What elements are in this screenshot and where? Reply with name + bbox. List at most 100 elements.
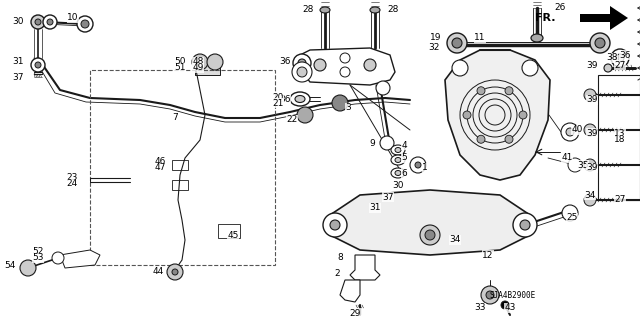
Text: 40: 40 <box>572 125 582 135</box>
Circle shape <box>590 33 610 53</box>
Circle shape <box>452 60 468 76</box>
Circle shape <box>35 19 41 25</box>
Text: 41: 41 <box>561 153 573 162</box>
Polygon shape <box>350 255 380 280</box>
Circle shape <box>20 260 36 276</box>
Circle shape <box>376 81 390 95</box>
Text: 30: 30 <box>392 181 404 189</box>
Text: 26: 26 <box>554 3 566 11</box>
Ellipse shape <box>391 145 405 155</box>
Text: 54: 54 <box>4 261 16 270</box>
Text: 39: 39 <box>586 164 598 173</box>
Circle shape <box>207 54 223 70</box>
Circle shape <box>31 15 45 29</box>
Circle shape <box>340 53 350 63</box>
Circle shape <box>477 87 485 95</box>
Text: 25: 25 <box>566 213 578 222</box>
Circle shape <box>501 301 509 309</box>
Circle shape <box>477 135 485 143</box>
Circle shape <box>192 54 208 70</box>
Polygon shape <box>302 48 395 85</box>
Text: 46: 46 <box>154 158 166 167</box>
Text: 24: 24 <box>67 180 77 189</box>
Text: 27: 27 <box>614 61 626 70</box>
Circle shape <box>314 59 326 71</box>
Circle shape <box>505 87 513 95</box>
Text: 37: 37 <box>12 73 24 83</box>
Text: 49: 49 <box>192 63 204 72</box>
Circle shape <box>297 107 313 123</box>
Text: 12: 12 <box>483 250 493 259</box>
Text: 2: 2 <box>334 269 340 278</box>
Ellipse shape <box>391 155 405 165</box>
Circle shape <box>340 67 350 77</box>
Circle shape <box>584 194 596 206</box>
Text: 23: 23 <box>67 174 77 182</box>
Polygon shape <box>445 50 550 180</box>
Ellipse shape <box>295 95 305 102</box>
Text: 29: 29 <box>349 308 361 317</box>
Circle shape <box>519 111 527 119</box>
Text: 50: 50 <box>174 57 186 66</box>
Circle shape <box>611 49 629 67</box>
Circle shape <box>297 67 307 77</box>
Circle shape <box>172 269 178 275</box>
Text: 22: 22 <box>286 115 298 124</box>
Text: 4: 4 <box>401 140 407 150</box>
Bar <box>218 224 240 238</box>
Text: 47: 47 <box>154 164 166 173</box>
Text: 11: 11 <box>474 33 486 42</box>
Circle shape <box>584 159 596 171</box>
Polygon shape <box>340 280 360 302</box>
Text: 28: 28 <box>387 5 399 14</box>
Text: 38: 38 <box>606 54 618 63</box>
Text: 9: 9 <box>369 138 375 147</box>
Circle shape <box>452 38 462 48</box>
Text: 32: 32 <box>428 43 440 53</box>
Ellipse shape <box>395 147 401 152</box>
Circle shape <box>31 58 45 72</box>
Text: 21: 21 <box>272 99 284 108</box>
Circle shape <box>420 225 440 245</box>
Circle shape <box>298 59 306 67</box>
Text: 35: 35 <box>577 160 589 169</box>
Circle shape <box>561 123 579 141</box>
Circle shape <box>77 16 93 32</box>
Circle shape <box>447 33 467 53</box>
Text: 28: 28 <box>302 5 314 14</box>
Circle shape <box>43 15 57 29</box>
Circle shape <box>522 60 538 76</box>
Text: 6: 6 <box>401 168 407 177</box>
Circle shape <box>52 252 64 264</box>
Text: 51: 51 <box>174 63 186 72</box>
Text: 10: 10 <box>67 13 79 23</box>
Circle shape <box>481 286 499 304</box>
Circle shape <box>364 59 376 71</box>
Ellipse shape <box>395 170 401 175</box>
Text: 34: 34 <box>584 190 596 199</box>
Circle shape <box>520 220 530 230</box>
Text: 48: 48 <box>192 57 204 66</box>
Text: SJA4B2900E: SJA4B2900E <box>490 291 536 300</box>
Circle shape <box>425 230 435 240</box>
Text: 37: 37 <box>382 192 394 202</box>
Text: 30: 30 <box>12 18 24 26</box>
Circle shape <box>81 20 89 28</box>
Text: 20: 20 <box>272 93 284 102</box>
Circle shape <box>463 111 471 119</box>
Text: 3: 3 <box>345 103 351 113</box>
Text: 36: 36 <box>620 50 631 60</box>
Text: 34: 34 <box>449 235 461 244</box>
Text: 44: 44 <box>152 268 164 277</box>
Circle shape <box>35 62 41 68</box>
Text: 13: 13 <box>614 129 626 137</box>
Circle shape <box>47 19 53 25</box>
Polygon shape <box>60 250 100 268</box>
Circle shape <box>332 95 348 111</box>
Circle shape <box>595 38 605 48</box>
Text: 27: 27 <box>614 196 626 204</box>
Text: 1: 1 <box>422 164 428 173</box>
Circle shape <box>410 157 426 173</box>
Circle shape <box>415 162 421 168</box>
Circle shape <box>616 54 624 62</box>
